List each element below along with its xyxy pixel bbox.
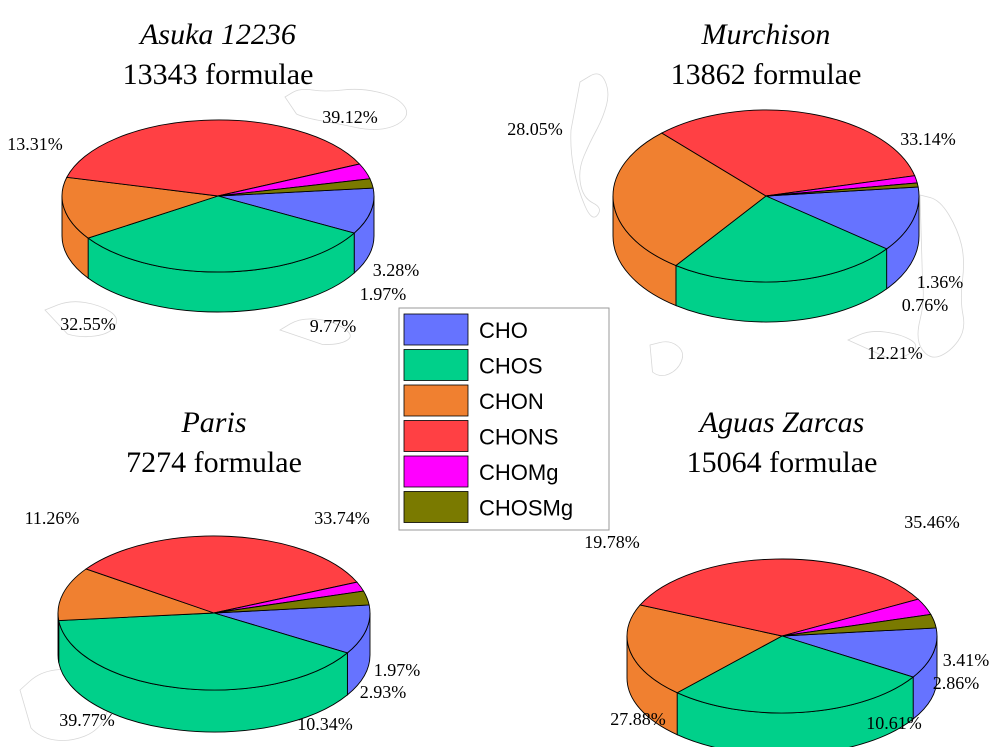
data-label-chon: 28.05% xyxy=(507,119,563,139)
slice-cho xyxy=(213,604,371,654)
chart-title: Aguas Zarcas xyxy=(698,406,865,439)
slice-cho xyxy=(765,186,920,250)
slice-chon xyxy=(57,568,215,622)
outline-3 xyxy=(44,301,118,338)
data-label-chomg: 3.41% xyxy=(943,650,990,670)
pie-aguas-zarcas: Aguas Zarcas 15064 formulae 10.61% 27.88% 19… xyxy=(584,406,989,747)
legend-swatch xyxy=(403,313,469,346)
legend-swatch xyxy=(403,455,469,488)
pie-side xyxy=(626,635,938,747)
data-label-chomg: 3.28% xyxy=(373,260,420,280)
legend-label: CHOS xyxy=(479,354,543,379)
chart-subtitle: 13343 formulae xyxy=(123,58,314,91)
outline-0 xyxy=(284,88,408,130)
legend-item-chons: CHONS xyxy=(403,420,558,452)
legend-item-cho: CHO xyxy=(403,313,528,346)
outline-7 xyxy=(649,341,683,376)
legend-swatch xyxy=(403,491,469,523)
slice-cho xyxy=(781,627,938,678)
legend-label: CHON xyxy=(479,389,544,414)
legend-item-chomg: CHOMg xyxy=(403,455,558,488)
data-label-chosmg: 2.93% xyxy=(360,682,407,702)
legend-item-chosmg: CHOSMg xyxy=(403,491,573,523)
pie-charts: Asuka 12236 13343 formulae 9.77% 32.55% 13.3… xyxy=(7,18,989,747)
data-label-chosmg: 2.86% xyxy=(933,673,980,693)
outline-2 xyxy=(917,194,965,358)
chart-subtitle: 7274 formulae xyxy=(126,446,302,479)
legend-swatch xyxy=(403,384,469,417)
data-label-cho: 10.34% xyxy=(297,714,353,734)
data-label-chon: 11.26% xyxy=(25,508,80,528)
pie-asuka-12236: Asuka 12236 13343 formulae 9.77% 32.55% 13.3… xyxy=(7,18,419,336)
legend-label: CHO xyxy=(479,318,528,343)
data-label-cho: 12.21% xyxy=(867,343,923,363)
slice-chos xyxy=(58,612,349,691)
legend-item-chos: CHOS xyxy=(403,349,543,381)
slice-chons xyxy=(66,119,361,197)
data-label-chos: 32.55% xyxy=(60,314,116,334)
chart-subtitle: 15064 formulae xyxy=(687,446,878,479)
data-label-chosmg: 0.76% xyxy=(902,295,949,315)
pie-paris: Paris 7274 formulae 10.34% 39.77% 11.26% 33.7… xyxy=(25,406,421,734)
slice-chosmg xyxy=(765,182,919,197)
slice-chon xyxy=(612,132,767,267)
slice-chons xyxy=(85,535,358,614)
legend: CHO CHOS CHON CHONS CHOMg CHOSMg xyxy=(398,307,610,531)
legend-swatch xyxy=(403,420,469,452)
data-label-chomg: 1.97% xyxy=(374,660,421,680)
data-label-chon: 19.78% xyxy=(584,532,640,552)
legend-label: CHOMg xyxy=(479,460,558,485)
chart-title: Asuka 12236 xyxy=(138,18,296,51)
slice-cho xyxy=(217,187,375,234)
chart-subtitle: 13862 formulae xyxy=(671,58,862,91)
slice-chosmg xyxy=(781,613,937,637)
legend-label: CHONS xyxy=(479,425,558,450)
legend-item-chon: CHON xyxy=(403,384,544,417)
data-label-chons: 33.74% xyxy=(314,508,370,528)
data-label-chon: 13.31% xyxy=(7,134,63,154)
slice-chons xyxy=(639,558,920,637)
data-label-chomg: 1.36% xyxy=(917,272,964,292)
slice-chos xyxy=(675,195,888,283)
slice-chon xyxy=(626,604,784,694)
data-label-chons: 33.14% xyxy=(900,129,956,149)
data-label-chosmg: 1.97% xyxy=(360,284,407,304)
slice-chos xyxy=(676,635,915,714)
slice-chon xyxy=(61,176,219,239)
data-label-chons: 39.12% xyxy=(322,107,378,127)
outline-5 xyxy=(279,318,351,345)
slice-chosmg xyxy=(217,178,374,197)
outline-1 xyxy=(570,73,609,218)
slice-chos xyxy=(87,195,356,273)
legend-label: CHOSMg xyxy=(479,496,573,521)
data-label-chos: 39.77% xyxy=(59,710,115,730)
slice-chosmg xyxy=(213,590,370,614)
outline-6 xyxy=(847,331,917,360)
data-label-chos: 27.88% xyxy=(610,709,666,729)
data-label-cho: 9.77% xyxy=(310,316,357,336)
data-label-chons: 35.46% xyxy=(904,512,960,532)
data-label-cho: 10.61% xyxy=(866,713,922,733)
slice-chons xyxy=(660,109,916,197)
chart-title: Paris xyxy=(180,406,246,439)
chart-title: Murchison xyxy=(701,18,831,51)
legend-swatch xyxy=(403,349,469,381)
